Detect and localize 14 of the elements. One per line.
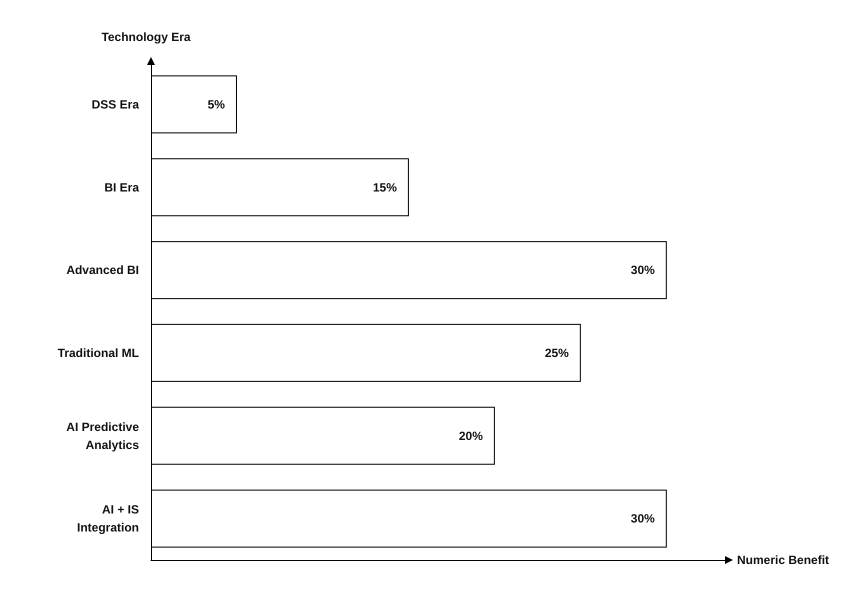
y-tick-label: AI Predictive Analytics	[66, 420, 140, 452]
y-tick-label: AI + IS Integration	[77, 502, 139, 535]
y-tick-label: DSS Era	[92, 97, 140, 112]
data-label: 20%	[458, 428, 484, 443]
data-label: 25%	[544, 346, 570, 360]
data-label: 30%	[630, 263, 656, 278]
x-axis-title: Numeric Benefit	[737, 553, 830, 567]
y-axis-title: Technology Era	[101, 30, 191, 44]
data-label: 5%	[208, 97, 226, 112]
data-label: 30%	[630, 512, 656, 526]
data-label: 15%	[372, 180, 398, 194]
y-tick-label: Advanced BI	[66, 263, 139, 278]
y-tick-label: Traditional ML	[58, 346, 139, 360]
y-tick-label: BI Era	[104, 180, 140, 194]
